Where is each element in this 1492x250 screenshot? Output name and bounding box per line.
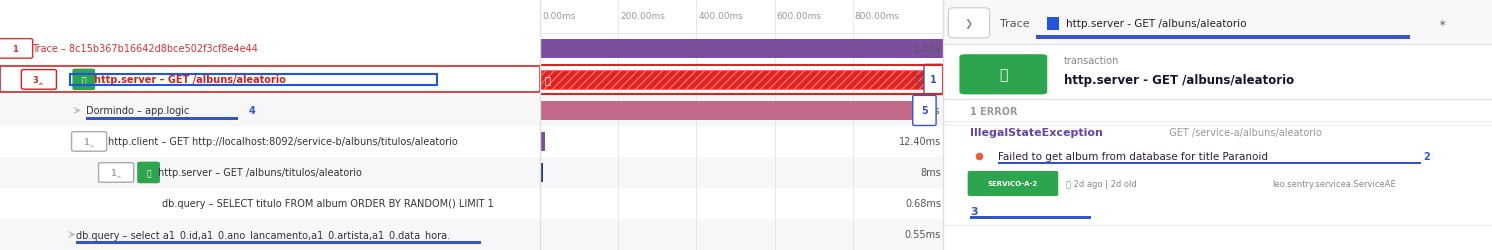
Text: ⏻: ⏻ (82, 76, 87, 84)
Text: http.server - GET /albuns/aleatorio: http.server - GET /albuns/aleatorio (1067, 19, 1247, 29)
Bar (70, 75, 437, 86)
FancyBboxPatch shape (0, 40, 33, 59)
Text: 1‸: 1‸ (110, 168, 122, 177)
Text: leo.sentry.servicea.ServiceAE: leo.sentry.servicea.ServiceAE (1273, 179, 1397, 188)
Text: 8ms: 8ms (921, 168, 941, 178)
Text: Failed to get album from database for title Paranoid: Failed to get album from database for ti… (998, 151, 1268, 161)
Bar (943, 0, 1492, 45)
Text: 600.00ms: 600.00ms (776, 12, 822, 21)
FancyBboxPatch shape (959, 55, 1047, 95)
Bar (540, 65, 943, 96)
Text: 400.00ms: 400.00ms (698, 12, 743, 21)
Text: 0.55ms: 0.55ms (904, 230, 941, 239)
Text: ⏻: ⏻ (146, 168, 151, 177)
Text: transaction: transaction (1064, 56, 1119, 66)
Text: Trace: Trace (1000, 19, 1029, 29)
Text: 🔥: 🔥 (545, 75, 551, 85)
Text: 2: 2 (1423, 151, 1431, 161)
FancyBboxPatch shape (21, 70, 57, 90)
Text: IllegalStateException: IllegalStateException (970, 128, 1103, 138)
Text: GET /service-a/albuns/aleatorio: GET /service-a/albuns/aleatorio (1162, 128, 1322, 138)
Bar (540, 96, 943, 126)
Text: http.client – GET http://localhost:8092/service-b/albuns/titulos/aleatorio: http.client – GET http://localhost:8092/… (107, 137, 458, 147)
Text: 1‸: 1‸ (84, 138, 95, 146)
Bar (0, 188, 540, 219)
Bar (540, 157, 943, 188)
Text: db.query – select a1_0.id,a1_0.ano_lancamento,a1_0.artista,a1_0.data_hora.: db.query – select a1_0.id,a1_0.ano_lanca… (76, 229, 449, 240)
FancyBboxPatch shape (73, 69, 95, 91)
Text: 1.03s: 1.03s (915, 44, 941, 54)
Bar (0, 157, 540, 188)
Bar (943, 125, 1492, 225)
Bar (0, 126, 540, 157)
Bar (0, 34, 540, 65)
Bar (87, 118, 237, 121)
Text: 1: 1 (931, 75, 937, 85)
Bar (540, 188, 943, 219)
Text: http.server - GET /albuns/aleatorio: http.server - GET /albuns/aleatorio (1064, 74, 1294, 86)
Text: 200.00ms: 200.00ms (621, 12, 665, 21)
Bar (0, 0, 540, 34)
Text: http.server – GET /albuns/titulos/aleatorio: http.server – GET /albuns/titulos/aleato… (158, 168, 363, 178)
Bar (540, 126, 943, 157)
Bar (0, 67, 540, 93)
Bar (540, 163, 543, 182)
Bar (540, 66, 943, 95)
Bar (0, 65, 540, 96)
Bar (998, 162, 1420, 164)
Text: 3‸: 3‸ (33, 76, 45, 84)
Text: 1 ERROR: 1 ERROR (970, 106, 1018, 116)
Text: 3: 3 (970, 206, 979, 216)
Text: http.server – GET /albuns/aleatorio: http.server – GET /albuns/aleatorio (94, 75, 285, 85)
Text: 5: 5 (921, 106, 928, 116)
Bar (76, 242, 480, 244)
Text: 1.03s: 1.03s (915, 75, 941, 85)
Text: 12.40ms: 12.40ms (898, 137, 941, 147)
Text: 1.0: 1.0 (944, 12, 959, 21)
Text: 1: 1 (12, 45, 18, 54)
Text: Trace – 8c15b367b16642d8bce502f3cf8e4e44: Trace – 8c15b367b16642d8bce502f3cf8e4e44 (33, 44, 258, 54)
FancyBboxPatch shape (968, 171, 1058, 196)
Bar (0, 219, 540, 250)
FancyBboxPatch shape (949, 9, 989, 39)
Bar (540, 70, 943, 90)
Bar (540, 102, 931, 120)
Text: SERVICO-A-2: SERVICO-A-2 (988, 181, 1038, 187)
FancyBboxPatch shape (72, 132, 106, 152)
FancyBboxPatch shape (137, 162, 160, 184)
Bar (970, 216, 1091, 219)
Bar (540, 70, 943, 90)
Bar (540, 132, 545, 152)
FancyBboxPatch shape (924, 65, 943, 95)
Text: 800.00ms: 800.00ms (855, 12, 900, 21)
Text: 4: 4 (249, 106, 255, 116)
Text: ⏻: ⏻ (1000, 68, 1007, 82)
Bar (1037, 36, 1410, 40)
Bar (1047, 18, 1059, 31)
Text: ✶: ✶ (1438, 19, 1447, 29)
Text: Dormindo – app.logic: Dormindo – app.logic (87, 106, 189, 116)
Text: ⧗ 2d ago | 2d old: ⧗ 2d ago | 2d old (1067, 179, 1137, 188)
Text: ❯: ❯ (965, 19, 973, 29)
Bar (540, 219, 943, 250)
FancyBboxPatch shape (98, 163, 134, 182)
Bar (540, 0, 943, 34)
Text: 1.00s: 1.00s (915, 106, 941, 116)
Text: db.query – SELECT titulo FROM album ORDER BY RANDOM() LIMIT 1: db.query – SELECT titulo FROM album ORDE… (163, 199, 494, 209)
Text: 0.00ms: 0.00ms (542, 12, 576, 21)
Bar (0, 96, 540, 126)
FancyBboxPatch shape (913, 96, 935, 126)
Bar (540, 34, 943, 65)
Text: 0.68ms: 0.68ms (906, 199, 941, 209)
Bar (540, 40, 943, 59)
